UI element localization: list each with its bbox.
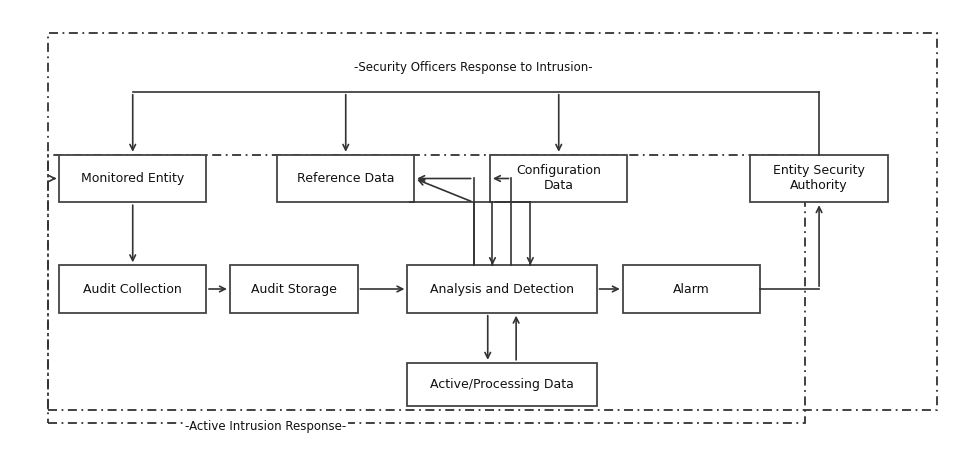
- Bar: [408, 265, 597, 313]
- Bar: [47, 33, 937, 410]
- Bar: [623, 265, 760, 313]
- Text: Entity Security
Authority: Entity Security Authority: [773, 165, 865, 193]
- Bar: [751, 155, 888, 202]
- Bar: [47, 155, 805, 423]
- Text: Analysis and Detection: Analysis and Detection: [430, 283, 574, 296]
- Text: -Active Intrusion Response-: -Active Intrusion Response-: [185, 420, 346, 433]
- Bar: [408, 363, 597, 406]
- Bar: [230, 265, 357, 313]
- Text: Alarm: Alarm: [673, 283, 710, 296]
- Bar: [59, 155, 206, 202]
- Text: Reference Data: Reference Data: [297, 172, 394, 185]
- Text: Audit Collection: Audit Collection: [83, 283, 183, 296]
- Bar: [59, 265, 206, 313]
- Text: Audit Storage: Audit Storage: [251, 283, 336, 296]
- Bar: [277, 155, 414, 202]
- Text: Monitored Entity: Monitored Entity: [81, 172, 185, 185]
- Text: -Security Officers Response to Intrusion-: -Security Officers Response to Intrusion…: [355, 61, 593, 74]
- Bar: [490, 155, 627, 202]
- Text: Active/Processing Data: Active/Processing Data: [430, 378, 574, 391]
- Text: Configuration
Data: Configuration Data: [516, 165, 601, 193]
